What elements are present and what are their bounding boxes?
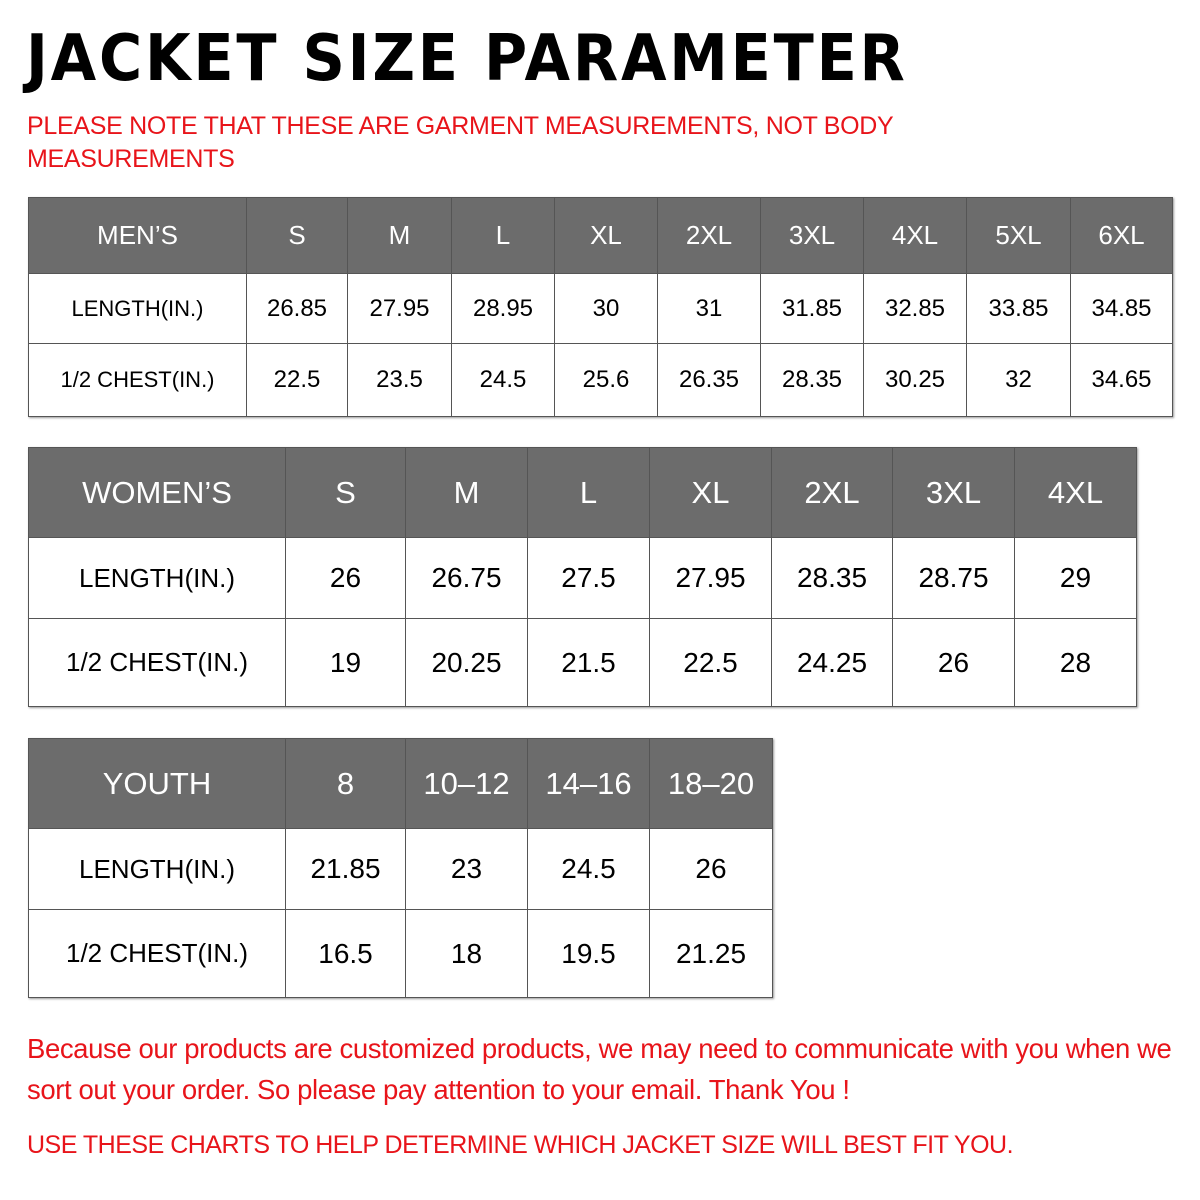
- size-header: L: [451, 197, 555, 274]
- size-header: 6XL: [1070, 197, 1173, 274]
- measurement-cell: 22.5: [649, 618, 772, 707]
- measurement-cell: 33.85: [966, 273, 1071, 344]
- measurement-cell: 32.85: [863, 273, 967, 344]
- measurement-cell: 21.5: [527, 618, 650, 707]
- measurement-cell: 31.85: [760, 273, 864, 344]
- size-header: M: [347, 197, 452, 274]
- header-row: WOMEN’S S M L XL 2XL 3XL 4XL: [28, 447, 1137, 538]
- size-header: XL: [554, 197, 658, 274]
- size-header: XL: [649, 447, 772, 538]
- category-header: MEN’S: [28, 197, 247, 274]
- size-header: 18–20: [649, 738, 773, 829]
- measurement-cell: 26: [892, 618, 1015, 707]
- measurement-cell: 27.5: [527, 537, 650, 619]
- measurement-cell: 32: [966, 343, 1071, 417]
- page-title: JACKET SIZE PARAMETER: [26, 22, 908, 96]
- row-label: 1/2 CHEST(IN.): [28, 618, 286, 707]
- size-header: 3XL: [760, 197, 864, 274]
- row-label: 1/2 CHEST(IN.): [28, 343, 247, 417]
- table-row: 1/2 CHEST(IN.) 16.5 18 19.5 21.25: [28, 909, 773, 998]
- measurement-cell: 27.95: [347, 273, 452, 344]
- header-row: YOUTH 8 10–12 14–16 18–20: [28, 738, 773, 829]
- size-header: 10–12: [405, 738, 528, 829]
- womens-size-table: WOMEN’S S M L XL 2XL 3XL 4XL LENGTH(IN.) 26 26.75 2…: [28, 447, 1137, 707]
- measurement-cell: 26: [285, 537, 406, 619]
- measurement-cell: 28: [1014, 618, 1137, 707]
- category-header: YOUTH: [28, 738, 286, 829]
- measurement-cell: 19.5: [527, 909, 650, 998]
- header-row: MEN’S S M L XL 2XL 3XL 4XL 5XL 6XL: [28, 197, 1173, 274]
- table-row: 1/2 CHEST(IN.) 19 20.25 21.5 22.5 24.25 26 28: [28, 618, 1137, 707]
- measurement-cell: 26.75: [405, 537, 528, 619]
- table-row: 1/2 CHEST(IN.) 22.5 23.5 24.5 25.6 26.35 28.35…: [28, 343, 1173, 417]
- size-header: 4XL: [863, 197, 967, 274]
- size-header: S: [285, 447, 406, 538]
- row-label: 1/2 CHEST(IN.): [28, 909, 286, 998]
- size-header: 2XL: [657, 197, 761, 274]
- measurement-cell: 34.65: [1070, 343, 1173, 417]
- customization-message: Because our products are customized prod…: [27, 1033, 1172, 1105]
- table-row: LENGTH(IN.) 26.85 27.95 28.95 30 31 31.85 32.85…: [28, 273, 1173, 344]
- measurement-cell: 30.25: [863, 343, 967, 417]
- measurement-cell: 31: [657, 273, 761, 344]
- row-label: LENGTH(IN.): [28, 273, 247, 344]
- measurement-cell: 23: [405, 828, 528, 910]
- measurement-cell: 26.35: [657, 343, 761, 417]
- category-header: WOMEN’S: [28, 447, 286, 538]
- measurement-cell: 27.95: [649, 537, 772, 619]
- measurement-cell: 24.5: [527, 828, 650, 910]
- row-label: LENGTH(IN.): [28, 828, 286, 910]
- measurement-cell: 20.25: [405, 618, 528, 707]
- size-header: 5XL: [966, 197, 1071, 274]
- measurement-cell: 24.5: [451, 343, 555, 417]
- youth-size-table: YOUTH 8 10–12 14–16 18–20 LENGTH(IN.) 21.85 23 2…: [28, 738, 773, 998]
- row-label: LENGTH(IN.): [28, 537, 286, 619]
- measurement-cell: 25.6: [554, 343, 658, 417]
- measurement-cell: 28.35: [771, 537, 893, 619]
- measurement-cell: 22.5: [246, 343, 348, 417]
- size-header: 3XL: [892, 447, 1015, 538]
- footer-note: USE THESE CHARTS TO HELP DETERMINE WHICH…: [27, 1131, 1014, 1159]
- table-row: LENGTH(IN.) 21.85 23 24.5 26: [28, 828, 773, 910]
- measurement-note: PLEASE NOTE THAT THESE ARE GARMENT MEASU…: [27, 112, 893, 173]
- measurement-cell: 28.35: [760, 343, 864, 417]
- measurement-cell: 16.5: [285, 909, 406, 998]
- measurement-cell: 21.25: [649, 909, 773, 998]
- size-header: L: [527, 447, 650, 538]
- size-header: S: [246, 197, 348, 274]
- table-row: LENGTH(IN.) 26 26.75 27.5 27.95 28.35 28.75 29: [28, 537, 1137, 619]
- measurement-cell: 28.95: [451, 273, 555, 344]
- size-header: 4XL: [1014, 447, 1137, 538]
- size-header: 14–16: [527, 738, 650, 829]
- measurement-cell: 23.5: [347, 343, 452, 417]
- size-header: 2XL: [771, 447, 893, 538]
- measurement-cell: 34.85: [1070, 273, 1173, 344]
- measurement-cell: 26: [649, 828, 773, 910]
- size-header: 8: [285, 738, 406, 829]
- measurement-cell: 18: [405, 909, 528, 998]
- measurement-cell: 28.75: [892, 537, 1015, 619]
- measurement-cell: 30: [554, 273, 658, 344]
- size-header: M: [405, 447, 528, 538]
- measurement-cell: 24.25: [771, 618, 893, 707]
- mens-size-table: MEN’S S M L XL 2XL 3XL 4XL 5XL 6XL LENGTH(IN.) 26.8…: [28, 197, 1173, 417]
- measurement-cell: 29: [1014, 537, 1137, 619]
- measurement-cell: 26.85: [246, 273, 348, 344]
- measurement-cell: 21.85: [285, 828, 406, 910]
- measurement-cell: 19: [285, 618, 406, 707]
